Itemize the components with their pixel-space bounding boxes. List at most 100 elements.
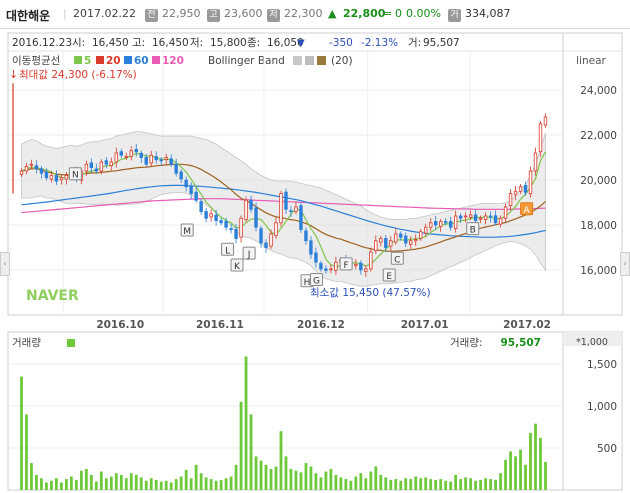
candle-body [463, 215, 468, 218]
candle-body [109, 161, 114, 166]
candle-body [394, 233, 398, 243]
volume-bar [134, 474, 138, 490]
candle-body [438, 221, 443, 227]
candle-body [54, 175, 59, 182]
volume-bar [254, 456, 258, 490]
date-tick-label: 2017.02 [503, 319, 551, 331]
price-tick-label: 22,000 [580, 130, 617, 142]
candle-body [39, 168, 44, 174]
legend-ma-swatch [124, 56, 132, 64]
candle-body [294, 206, 298, 212]
volume-bar [469, 478, 473, 490]
legend-bb-label: Bollinger Band [208, 55, 285, 67]
legend-ma-label: 20 [106, 55, 121, 67]
candle-body [329, 268, 333, 271]
scroll-left-handle-icon[interactable]: ‹ [0, 252, 10, 276]
volume-bar [294, 470, 298, 490]
candle-body [249, 199, 253, 210]
candle-body [179, 171, 183, 180]
event-marker-label: N [72, 171, 79, 181]
volume-bar [334, 474, 338, 490]
candle-body [59, 177, 64, 181]
candle-body [518, 186, 523, 192]
volume-bar [50, 480, 53, 490]
candle-body [364, 268, 368, 272]
candle-body [404, 235, 408, 244]
event-marker-box [309, 272, 323, 286]
date-tick-label: 2016.11 [196, 319, 244, 331]
candle-body [503, 206, 508, 219]
volume-bar [394, 479, 398, 490]
volume-bar [274, 466, 278, 490]
volume-bar [269, 469, 273, 490]
info-open: 16,450 [92, 37, 129, 49]
volume-bar [45, 482, 48, 490]
info-low-label: 저: [190, 37, 203, 49]
candle-body [399, 233, 403, 238]
ma5-line [21, 151, 547, 268]
event-marker-box [390, 251, 404, 265]
current-price: 22,800 [343, 7, 386, 20]
volume-label: 거 [448, 9, 461, 22]
legend-bb-swatch [317, 56, 326, 65]
volume-bar [384, 477, 388, 490]
volume-bar [79, 470, 83, 490]
candle-body [389, 240, 393, 247]
volume-panel-title: 거래량 [12, 337, 41, 349]
candle-body [134, 148, 138, 153]
volume-bar [144, 480, 148, 490]
candle-body [224, 220, 228, 228]
candle-body [229, 228, 233, 231]
volume-bar [109, 476, 113, 490]
volume-bar [139, 477, 143, 490]
candle-body [379, 238, 383, 243]
volume-bar [534, 423, 537, 490]
candle-body [154, 156, 158, 161]
info-high: 16,450 [152, 37, 189, 49]
volume-bar [94, 481, 98, 490]
volume-bar [59, 482, 63, 490]
candle-body [49, 175, 54, 180]
volume-bar [259, 460, 263, 490]
naver-watermark: NAVER [26, 288, 79, 304]
event-marker-label: K [234, 262, 241, 272]
volume-bar [419, 478, 423, 490]
candle-body [414, 239, 418, 242]
volume-bar [494, 479, 497, 490]
legend-bb-period: (20) [331, 55, 353, 67]
date-tick-label: 2016.12 [297, 319, 345, 331]
candle-body [219, 220, 223, 224]
volume-bar [479, 479, 483, 490]
legend-bb-swatch [305, 56, 314, 65]
candle-body [139, 152, 143, 158]
volume-bar [104, 478, 108, 490]
volume-bar [509, 451, 512, 490]
volume-legend-swatch [67, 339, 75, 347]
volume-unit-box [563, 332, 622, 346]
volume-bar [20, 376, 23, 490]
volume-bar [414, 476, 418, 490]
candle-body [314, 252, 318, 263]
candle-body [513, 190, 518, 196]
volume-bar [179, 476, 183, 490]
volume-bar [539, 437, 542, 490]
candle-body [124, 155, 128, 158]
candle-body [174, 163, 178, 174]
candle-body [483, 215, 488, 220]
volume-bar [464, 477, 468, 490]
candle-body [369, 251, 373, 270]
candle-body [19, 170, 24, 175]
volume-bar [519, 449, 522, 490]
info-volume-label: 거: [408, 37, 421, 49]
candle-body [214, 214, 218, 221]
ma20-line [21, 163, 546, 252]
volume-bar [209, 479, 213, 490]
volume-bar [55, 478, 58, 490]
volume-bar [35, 474, 38, 490]
candle-body [304, 230, 308, 242]
current-price-arrow-icon: ▲ [328, 7, 337, 20]
volume-bar [149, 478, 153, 490]
scroll-right-handle-icon[interactable]: › [620, 252, 630, 276]
volume-bar [154, 479, 158, 490]
